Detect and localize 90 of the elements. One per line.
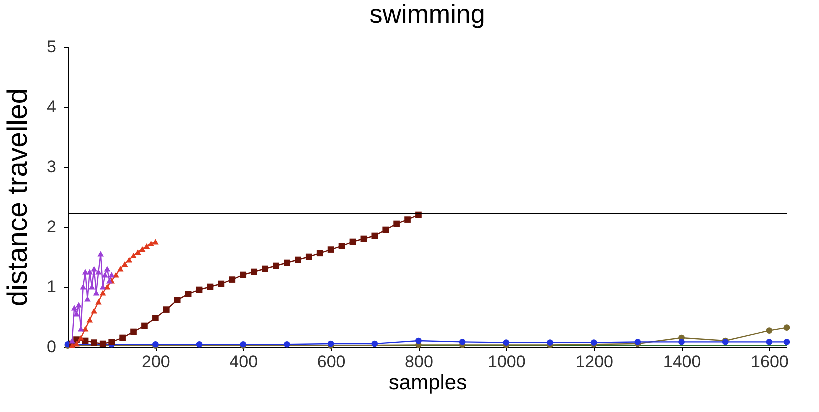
point xyxy=(678,339,685,346)
point xyxy=(306,254,312,260)
point xyxy=(382,226,390,234)
point xyxy=(80,284,87,290)
point xyxy=(91,308,98,314)
point xyxy=(372,232,378,240)
point xyxy=(142,322,148,330)
point xyxy=(130,253,137,259)
y-tick-label: 0 xyxy=(47,338,56,356)
point xyxy=(100,340,106,348)
point xyxy=(69,343,76,349)
point xyxy=(196,341,203,348)
y-tick-label: 3 xyxy=(47,158,56,176)
point xyxy=(152,315,159,322)
point xyxy=(139,246,146,252)
point xyxy=(185,291,192,298)
point xyxy=(284,260,290,266)
point xyxy=(240,272,247,278)
x-tick-label: 800 xyxy=(405,352,434,372)
y-tick-label: 5 xyxy=(47,38,56,56)
point xyxy=(96,269,102,275)
point xyxy=(108,339,116,346)
x-tick-label: 400 xyxy=(230,352,258,372)
point xyxy=(262,266,268,272)
point xyxy=(108,272,116,278)
point xyxy=(69,338,76,344)
y-tick-label: 1 xyxy=(47,278,56,296)
point xyxy=(71,305,78,311)
point xyxy=(91,340,98,346)
point xyxy=(459,339,466,346)
point xyxy=(144,243,150,249)
point xyxy=(106,278,113,284)
point xyxy=(372,340,378,348)
point xyxy=(350,238,356,246)
point xyxy=(78,326,84,332)
point xyxy=(316,250,324,257)
point xyxy=(207,284,214,290)
point xyxy=(152,239,159,245)
point xyxy=(88,284,96,290)
y-tick-label: 2 xyxy=(47,218,56,236)
point xyxy=(86,317,94,323)
x-tick-label: 1600 xyxy=(751,352,789,372)
point xyxy=(251,268,258,276)
point xyxy=(76,302,82,308)
y-axis-title: distance travelled xyxy=(2,88,34,306)
x-axis-title: samples xyxy=(388,372,468,394)
point xyxy=(163,306,170,313)
point xyxy=(547,340,554,346)
point xyxy=(766,339,773,346)
point xyxy=(360,236,368,242)
point xyxy=(503,340,510,346)
point xyxy=(74,341,80,347)
point xyxy=(91,266,98,272)
point xyxy=(328,246,334,253)
point xyxy=(229,276,236,283)
point xyxy=(122,261,128,267)
point xyxy=(93,290,100,296)
point xyxy=(126,257,133,263)
point xyxy=(784,324,790,331)
point xyxy=(416,338,422,344)
x-tick-label: 1000 xyxy=(488,352,526,372)
point xyxy=(98,251,104,257)
point xyxy=(766,328,773,334)
point xyxy=(784,339,790,346)
point xyxy=(104,266,111,272)
point xyxy=(120,334,126,342)
point xyxy=(174,297,181,304)
y-tick-label: 4 xyxy=(47,98,56,116)
point xyxy=(404,216,411,223)
x-tick-label: 1400 xyxy=(663,352,702,372)
point xyxy=(273,262,280,270)
point xyxy=(284,341,290,348)
point xyxy=(96,299,102,305)
point xyxy=(78,335,84,341)
point xyxy=(100,290,106,296)
chart-title: swimming xyxy=(370,0,486,29)
point xyxy=(100,284,106,290)
x-tick-label: 1200 xyxy=(576,352,614,372)
point xyxy=(130,328,137,336)
point xyxy=(218,280,225,288)
point xyxy=(196,286,203,294)
point xyxy=(117,266,124,272)
x-tick-label: 600 xyxy=(317,352,346,372)
point xyxy=(134,249,142,255)
point xyxy=(394,220,400,228)
point xyxy=(86,269,94,275)
point xyxy=(338,243,346,250)
point xyxy=(295,256,302,264)
point xyxy=(148,241,154,247)
x-tick-label: 200 xyxy=(142,352,170,372)
